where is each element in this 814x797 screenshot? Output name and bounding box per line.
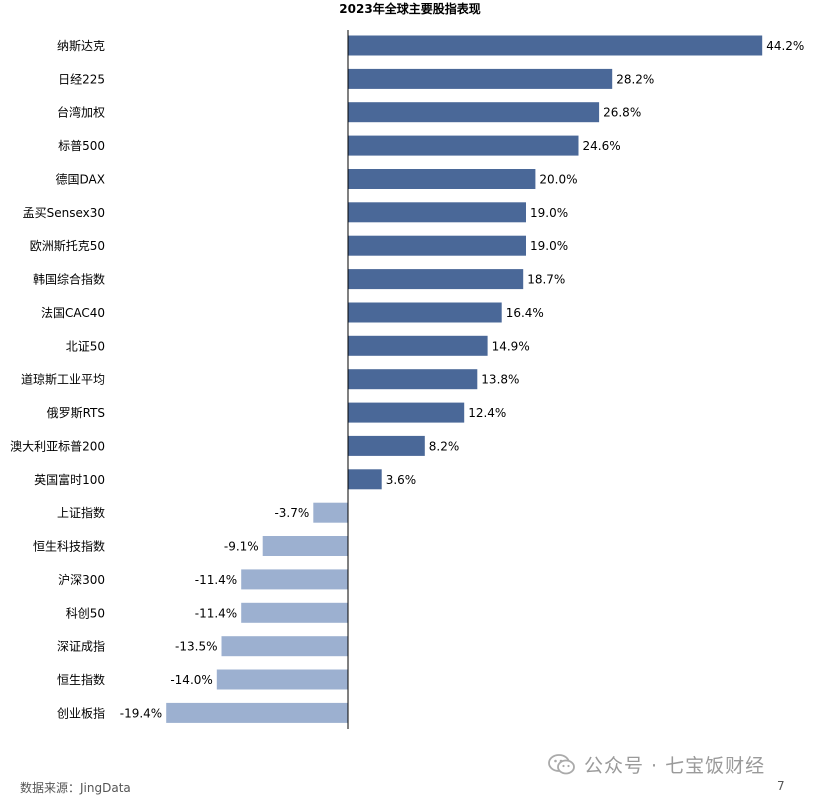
category-label-12: 澳大利亚标普200: [10, 439, 105, 453]
watermark: 公众号 · 七宝饭财经: [548, 751, 765, 778]
data-label-17: -11.4%: [195, 606, 237, 620]
category-label-4: 德国DAX: [56, 172, 105, 187]
data-label-11: 12.4%: [468, 406, 506, 420]
data-label-14: -3.7%: [274, 506, 309, 520]
data-label-20: -19.4%: [120, 706, 162, 720]
data-label-8: 16.4%: [506, 306, 544, 320]
data-label-5: 19.0%: [530, 206, 568, 220]
category-label-16: 沪深300: [58, 573, 105, 587]
data-label-0: 44.2%: [766, 39, 804, 53]
wechat-icon: [548, 753, 576, 777]
data-label-18: -13.5%: [175, 640, 217, 654]
data-label-6: 19.0%: [530, 239, 568, 253]
bar-2: [348, 102, 600, 123]
category-label-14: 上证指数: [57, 505, 105, 520]
bar-3: [348, 135, 579, 156]
page-number: 7: [777, 779, 785, 793]
bar-20: [166, 702, 348, 723]
bar-11: [348, 402, 465, 423]
watermark-text: 公众号 · 七宝饭财经: [584, 755, 766, 777]
category-label-0: 纳斯达克: [57, 39, 105, 53]
category-label-17: 科创50: [66, 606, 105, 620]
data-label-12: 8.2%: [429, 439, 460, 453]
bar-1: [348, 68, 613, 89]
bar-5: [348, 202, 526, 223]
bar-14: [313, 502, 348, 523]
category-label-9: 北证50: [66, 339, 105, 353]
category-label-15: 恒生科技指数: [33, 539, 105, 554]
category-label-18: 深证成指: [57, 639, 105, 654]
data-label-4: 20.0%: [539, 173, 577, 187]
bar-7: [348, 269, 524, 290]
category-label-3: 标普500: [58, 139, 105, 153]
data-label-3: 24.6%: [583, 139, 621, 153]
data-label-16: -11.4%: [195, 573, 237, 587]
bar-9: [348, 335, 488, 356]
category-label-6: 欧洲斯托克50: [30, 239, 105, 253]
bar-15: [262, 536, 348, 556]
bar-16: [241, 569, 348, 590]
data-label-1: 28.2%: [616, 72, 654, 86]
data-label-13: 3.6%: [386, 473, 417, 487]
category-label-13: 英国富时100: [34, 472, 105, 487]
bar-13: [348, 469, 382, 490]
bar-19: [216, 669, 348, 690]
data-source-note: 数据来源：JingData: [20, 781, 131, 795]
data-label-7: 18.7%: [527, 273, 565, 287]
bar-18: [221, 636, 348, 657]
bar-17: [241, 602, 348, 623]
bar-4: [348, 169, 536, 189]
category-label-20: 创业板指: [57, 705, 105, 720]
category-label-1: 日经225: [58, 72, 105, 86]
chart-title: 2023年全球主要股指表现: [339, 1, 480, 16]
bar-0: [348, 35, 763, 56]
category-label-7: 韩国综合指数: [33, 272, 105, 287]
category-label-19: 恒生指数: [57, 672, 105, 687]
category-label-11: 俄罗斯RTS: [47, 406, 105, 420]
category-label-5: 孟买Sensex30: [23, 206, 105, 220]
bar-12: [348, 435, 425, 456]
data-label-2: 26.8%: [603, 106, 641, 120]
category-label-8: 法国CAC40: [41, 306, 105, 320]
data-label-9: 14.9%: [492, 339, 530, 353]
data-label-15: -9.1%: [224, 540, 259, 554]
bar-6: [348, 235, 526, 256]
data-label-10: 13.8%: [481, 373, 519, 387]
bars-group: 纳斯达克 44.2% 日经225 28.2% 台湾加权 26.8% 标普500 24.6% 德国…: [10, 35, 804, 723]
bar-10: [348, 369, 478, 390]
category-label-2: 台湾加权: [57, 105, 105, 120]
bar-8: [348, 302, 502, 323]
data-label-19: -14.0%: [170, 673, 212, 687]
category-label-10: 道琼斯工业平均: [21, 372, 105, 387]
